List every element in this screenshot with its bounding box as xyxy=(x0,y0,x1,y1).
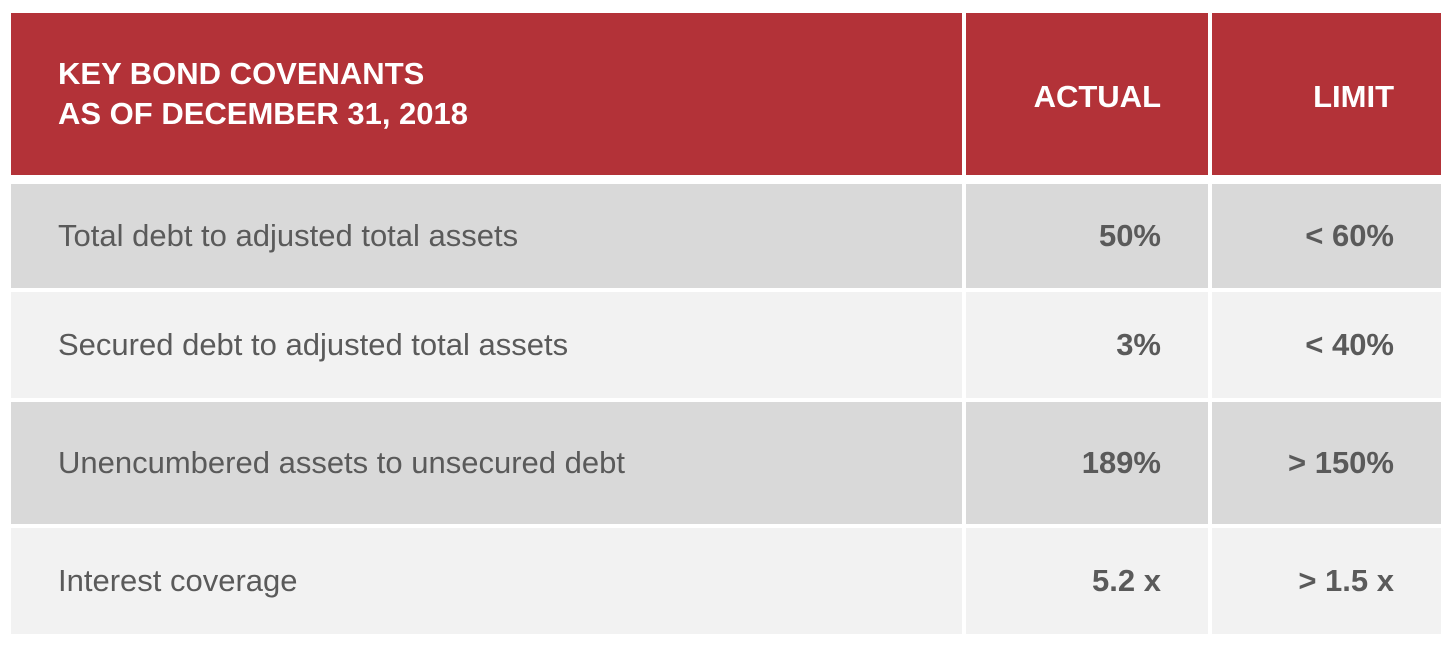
header-limit-cell: LIMIT xyxy=(1212,13,1441,175)
row-label: Unencumbered assets to unsecured debt xyxy=(58,445,625,480)
row-limit-value: < 40% xyxy=(1305,327,1394,362)
row-limit-cell: < 60% xyxy=(1212,184,1441,288)
row-actual-cell: 5.2 x xyxy=(966,528,1208,634)
table-row: Secured debt to adjusted total assets 3%… xyxy=(11,292,1441,398)
table-row: Unencumbered assets to unsecured debt 18… xyxy=(11,402,1441,524)
row-actual-cell: 3% xyxy=(966,292,1208,398)
header-title-cell: KEY BOND COVENANTS AS OF DECEMBER 31, 20… xyxy=(11,13,962,175)
column-header-limit: LIMIT xyxy=(1313,79,1394,114)
row-actual-value: 50% xyxy=(1098,218,1161,253)
row-actual-value: 3% xyxy=(1116,327,1161,362)
row-label-cell: Secured debt to adjusted total assets xyxy=(11,292,962,398)
row-label: Secured debt to adjusted total assets xyxy=(58,327,569,362)
row-label: Interest coverage xyxy=(58,563,298,598)
row-label-cell: Total debt to adjusted total assets xyxy=(11,184,962,288)
row-limit-value: < 60% xyxy=(1305,218,1394,253)
header-actual-cell: ACTUAL xyxy=(966,13,1208,175)
row-actual-value: 189% xyxy=(1081,445,1161,480)
row-actual-value: 5.2 x xyxy=(1092,563,1161,598)
table-header-row: KEY BOND COVENANTS AS OF DECEMBER 31, 20… xyxy=(11,13,1441,175)
row-actual-cell: 189% xyxy=(966,402,1208,524)
row-limit-cell: > 150% xyxy=(1212,402,1441,524)
column-header-actual: ACTUAL xyxy=(1033,79,1161,114)
row-label-cell: Unencumbered assets to unsecured debt xyxy=(11,402,962,524)
table-row: Interest coverage 5.2 x > 1.5 x xyxy=(11,528,1441,634)
row-label-cell: Interest coverage xyxy=(11,528,962,634)
row-limit-value: > 150% xyxy=(1287,445,1394,480)
row-limit-cell: < 40% xyxy=(1212,292,1441,398)
row-label: Total debt to adjusted total assets xyxy=(58,218,519,253)
row-actual-cell: 50% xyxy=(966,184,1208,288)
table-title-line-1: KEY BOND COVENANTS xyxy=(58,56,425,91)
row-limit-value: > 1.5 x xyxy=(1298,563,1394,598)
row-limit-cell: > 1.5 x xyxy=(1212,528,1441,634)
table-row: Total debt to adjusted total assets 50% … xyxy=(11,184,1441,288)
bond-covenants-table: KEY BOND COVENANTS AS OF DECEMBER 31, 20… xyxy=(11,13,1441,634)
table-title-line-2: AS OF DECEMBER 31, 2018 xyxy=(58,96,469,131)
